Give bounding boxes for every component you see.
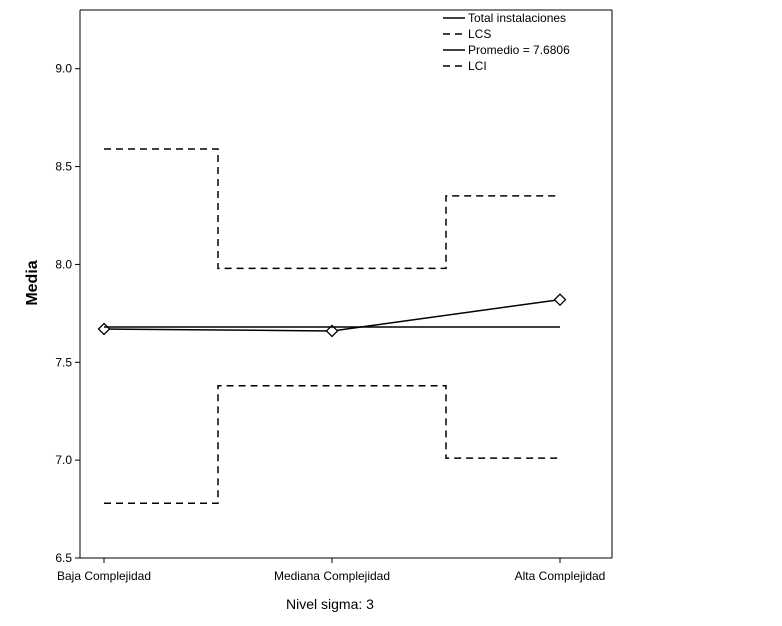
y-tick-label: 9.0: [55, 62, 72, 76]
series-lci: [104, 385, 560, 504]
legend-label: LCS: [468, 27, 491, 41]
data-point-marker: [325, 324, 339, 338]
legend-label: Total instalaciones: [468, 11, 566, 25]
legend: Total instalaciones LCS Promedio = 7.6806 L…: [443, 11, 570, 73]
axes: [79, 9, 613, 559]
y-tick-label: 8.0: [55, 257, 72, 271]
series-line: [104, 385, 560, 504]
x-tick-label: Mediana Complejidad: [274, 569, 390, 583]
y-tick-label: 7.0: [55, 453, 72, 467]
y-tick-label: 7.5: [55, 355, 72, 369]
series-lcs: [104, 148, 560, 270]
legend-label: LCI: [468, 59, 487, 73]
series-total-instalaciones: [97, 293, 567, 338]
y-ticks: 6.5 7.0 7.5 8.0 8.5 9.0: [55, 62, 80, 565]
y-axis-title: Media: [24, 260, 41, 305]
series-layer: [97, 148, 567, 504]
x-tick-label: Baja Complejidad: [57, 569, 151, 583]
series-line: [104, 148, 560, 270]
y-tick-label: 8.5: [55, 160, 72, 174]
data-point-marker: [97, 322, 111, 336]
x-tick-label: Alta Complejidad: [515, 569, 606, 583]
legend-label: Promedio = 7.6806: [468, 43, 570, 57]
data-point-marker: [553, 293, 567, 307]
y-tick-label: 6.5: [55, 551, 72, 565]
sigma-level-note: Nivel sigma: 3: [286, 596, 374, 612]
x-ticks: Baja Complejidad Mediana Complejidad Alta …: [57, 558, 605, 583]
